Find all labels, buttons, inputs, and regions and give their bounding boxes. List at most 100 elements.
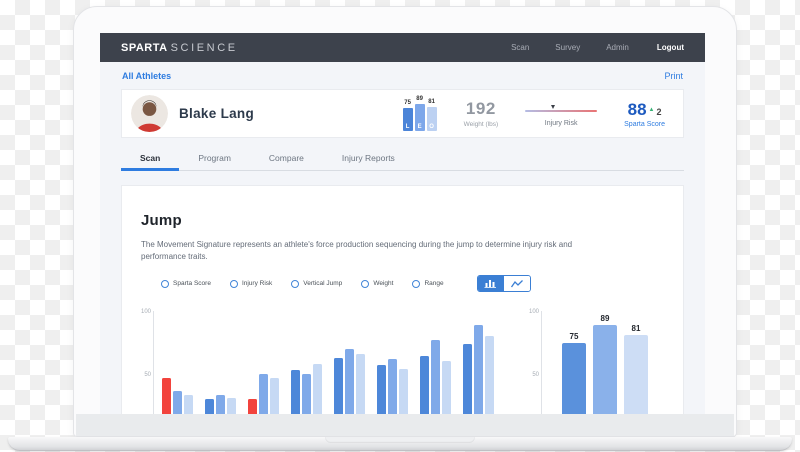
sparta-score-metric: 88 ▲ 2 Sparta Score	[624, 100, 665, 128]
leo-bar-value: 75	[569, 331, 579, 341]
subheader: All Athletes Print	[100, 62, 705, 89]
athlete-name: Blake Lang	[179, 106, 255, 121]
scan-bar-alert: !	[162, 377, 171, 414]
filter-label: Sparta Score	[173, 280, 211, 288]
leo-mini-chart: 75 L 89 E 81 O	[402, 96, 437, 131]
scan-bar-alert: !	[248, 398, 257, 414]
filter-radio-vertical-jump[interactable]: Vertical Jump	[291, 279, 343, 288]
filter-radio-sparta-score[interactable]: Sparta Score	[161, 279, 211, 288]
tab-compare[interactable]: Compare	[268, 153, 304, 163]
tab-bar: Scan Program Compare Injury Reports	[121, 153, 684, 171]
scan-bar-drive	[356, 353, 365, 414]
mini-bar-letter: O	[429, 123, 434, 130]
filter-radio-injury-risk[interactable]: Injury Risk	[229, 279, 273, 288]
scan-bar-drive	[442, 361, 451, 414]
leo-bar-value: 81	[631, 324, 641, 334]
leo-bar-value: 89	[600, 314, 610, 324]
radio-icon	[161, 279, 169, 288]
print-link[interactable]: Print	[664, 70, 683, 81]
filter-radios: Sparta Score Injury Risk Vertical Jump Weig…	[161, 279, 463, 288]
mini-bar-l: 75 L	[402, 100, 413, 131]
nav-link-admin[interactable]: Admin	[606, 43, 629, 52]
logout-button[interactable]: Logout	[656, 43, 684, 52]
mini-bar-value: 81	[428, 98, 435, 105]
y-axis-tick: 100	[141, 309, 152, 316]
laptop-notch	[325, 437, 475, 443]
section-description: The Movement Signature represents an ath…	[141, 240, 573, 261]
injury-risk-gauge	[525, 104, 598, 113]
scan-bar-explode	[388, 358, 397, 414]
scan-bar-drive	[184, 395, 193, 414]
main-chart-bars: !!	[154, 325, 521, 414]
scan-bar-load	[463, 343, 472, 414]
logo-primary: SPARTA	[121, 41, 168, 54]
weight-label: Weight (lbs)	[463, 121, 499, 128]
weight-value: 192	[465, 99, 496, 118]
mini-bar-value: 75	[404, 100, 411, 107]
scan-bar-explode	[302, 373, 311, 414]
scan-bar-explode	[345, 348, 354, 414]
scan-bar-group	[463, 325, 494, 414]
scan-bar-explode	[216, 395, 225, 414]
side-chart-bars: 75 89 81	[542, 314, 663, 414]
logo-secondary: SCIENCE	[170, 41, 238, 54]
athlete-photo	[131, 95, 168, 132]
sparta-score-value: 88	[627, 99, 647, 119]
mini-bar-letter: E	[417, 123, 422, 130]
metric-filter-row: Sparta Score Injury Risk Vertical Jump Weig…	[141, 275, 664, 293]
nav-link-scan[interactable]: Scan	[511, 43, 530, 52]
filter-label: Weight	[373, 280, 394, 288]
tab-injury-reports[interactable]: Injury Reports	[341, 153, 395, 163]
tab-scan[interactable]: Scan	[121, 153, 180, 171]
scan-bar-drive	[313, 363, 322, 414]
chart-view-toggle	[476, 275, 531, 293]
nav-links: Scan Survey Admin	[485, 43, 629, 52]
scan-bar-group: !	[162, 377, 193, 414]
scan-bar-drive	[399, 368, 408, 414]
bar-chart-icon	[484, 280, 497, 289]
scan-bar-explode	[431, 340, 440, 414]
main-chart-plot: !!	[153, 311, 521, 414]
sparta-score-delta: 2	[656, 106, 662, 117]
scan-bar-load	[420, 356, 429, 414]
scan-bar-drive	[227, 397, 236, 414]
line-chart-icon	[510, 279, 523, 288]
scan-bar-drive	[270, 377, 279, 414]
y-axis-tick: 50	[144, 371, 151, 378]
mini-bar-o: 81 O	[426, 99, 437, 131]
filter-label: Injury Risk	[241, 280, 273, 288]
weight-metric: 192 Weight (lbs)	[464, 99, 499, 128]
filter-radio-range[interactable]: Range	[412, 279, 444, 288]
scan-bar-load	[334, 357, 343, 414]
bar-chart-view-button[interactable]	[477, 276, 504, 292]
mini-bar-letter: L	[405, 123, 410, 130]
trend-up-icon: ▲	[648, 106, 655, 113]
header-metrics: 75 L 89 E 81 O 192 Weight (lbs) Injury Risk 8…	[402, 96, 671, 131]
injury-risk-metric: Injury Risk	[525, 100, 598, 127]
movement-signature-chart: !! 050100	[141, 304, 521, 414]
scan-bar-group	[377, 358, 408, 414]
radio-icon	[361, 279, 370, 288]
y-axis-tick: 50	[532, 371, 539, 378]
scan-bar-load	[377, 365, 386, 414]
mini-bar-e: 89 E	[414, 96, 425, 131]
bezel-chin	[76, 414, 734, 436]
leo-bar: 81	[624, 324, 648, 414]
leo-bar: 89	[593, 314, 617, 414]
radio-icon	[291, 279, 300, 288]
filter-radio-weight[interactable]: Weight	[361, 279, 394, 288]
scan-bar-explode	[474, 325, 483, 414]
section-title: Jump	[141, 212, 182, 230]
top-navbar: SPARTA SCIENCE Scan Survey Admin Logout	[100, 33, 705, 62]
nav-link-survey[interactable]: Survey	[555, 43, 581, 52]
side-chart-plot: 75 89 81	[541, 311, 663, 414]
all-athletes-link[interactable]: All Athletes	[122, 70, 172, 81]
laptop-screen-bezel: SPARTA SCIENCE Scan Survey Admin Logout All…	[73, 6, 737, 437]
sparta-score-label: Sparta Score	[624, 120, 665, 128]
line-chart-view-button[interactable]	[503, 276, 530, 292]
athlete-avatar	[131, 95, 168, 132]
filter-label: Vertical Jump	[303, 280, 343, 288]
scan-bar-load	[205, 398, 214, 414]
tab-program[interactable]: Program	[198, 153, 231, 163]
